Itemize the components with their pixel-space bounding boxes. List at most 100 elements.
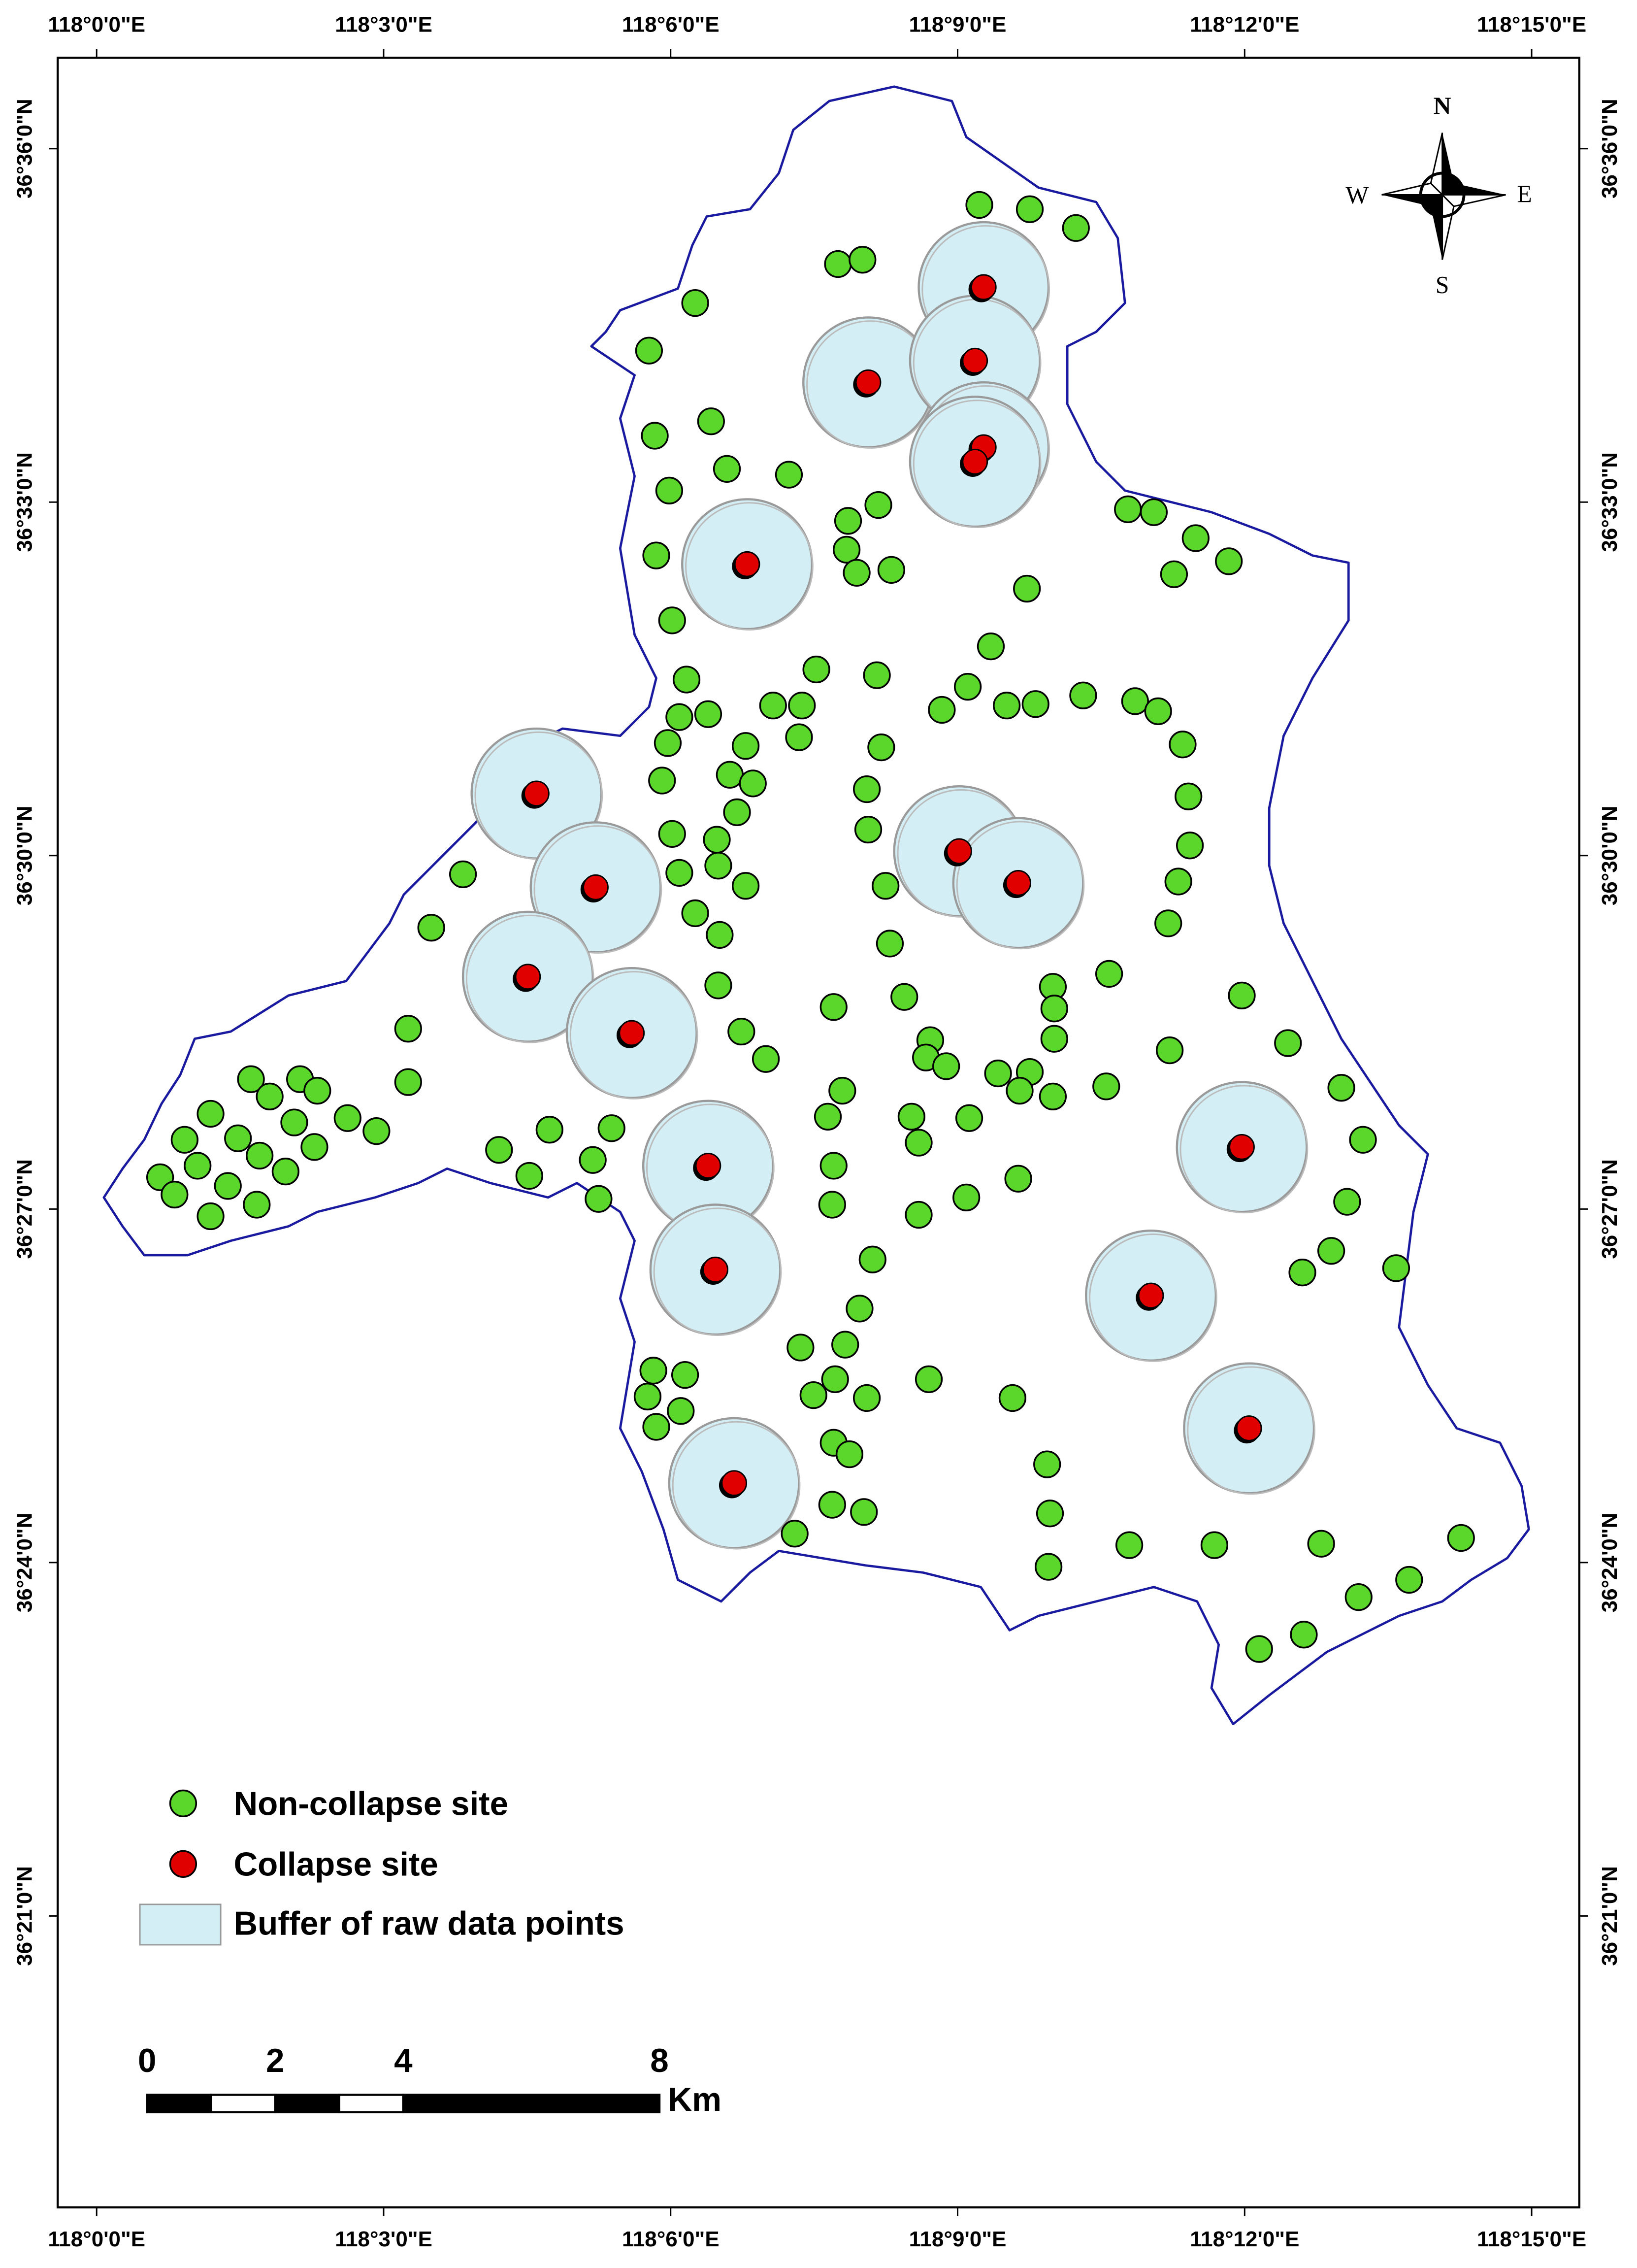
non-collapse-site: [723, 798, 751, 827]
lat-tick-label: 36°27'0"N: [1598, 1159, 1622, 1259]
non-collapse-site: [394, 1015, 422, 1043]
collapse-site: [583, 874, 609, 901]
non-collapse-site: [515, 1162, 543, 1190]
scale-segment: [146, 2094, 212, 2113]
non-collapse-site: [642, 1413, 670, 1441]
non-collapse-site: [1447, 1524, 1475, 1552]
non-collapse-site: [905, 1201, 933, 1229]
collapse-site: [524, 780, 550, 807]
non-collapse-site: [1040, 995, 1068, 1023]
collapse-site: [1236, 1415, 1262, 1441]
compass: N S W E: [1345, 92, 1532, 298]
collapse-site: [734, 551, 760, 577]
non-collapse-site: [890, 983, 918, 1011]
non-collapse-site: [362, 1117, 391, 1145]
scale-segment: [402, 2094, 661, 2113]
non-collapse-site: [1156, 1036, 1184, 1065]
non-collapse-site: [535, 1116, 563, 1144]
lon-tick-label: 118°0'0"E: [48, 2227, 145, 2251]
non-collapse-site: [1144, 697, 1172, 726]
legend: Non-collapse site Collapse site Buffer o…: [139, 1786, 624, 1946]
non-collapse-site: [1092, 1072, 1120, 1101]
non-collapse-site: [585, 1185, 613, 1213]
non-collapse-site: [485, 1136, 513, 1164]
non-collapse-site: [672, 666, 701, 694]
non-collapse-site: [781, 1520, 809, 1548]
non-collapse-site: [932, 1052, 960, 1080]
non-collapse-site: [1349, 1126, 1377, 1154]
lon-tick-label: 118°9'0"E: [909, 2227, 1007, 2251]
buffer-ring: [653, 1207, 782, 1336]
non-collapse-site: [952, 1183, 981, 1211]
non-collapse-site: [1245, 1635, 1273, 1663]
non-collapse-site: [819, 1152, 848, 1180]
non-collapse-site: [799, 1381, 827, 1409]
non-collapse-site: [1327, 1074, 1355, 1102]
non-collapse-site: [280, 1108, 308, 1136]
non-collapse-site: [775, 461, 803, 489]
non-collapse-site: [1015, 195, 1044, 223]
non-collapse-site: [818, 1191, 846, 1219]
non-collapse-site: [928, 696, 956, 724]
non-collapse-site: [1021, 690, 1049, 718]
non-collapse-site: [832, 535, 861, 564]
non-collapse-site: [1035, 1553, 1063, 1581]
non-collapse-site: [854, 815, 883, 844]
non-collapse-site: [1040, 1025, 1068, 1053]
collapse-site: [702, 1256, 728, 1283]
non-collapse-site: [897, 1102, 926, 1131]
lat-tick-label: 36°30'0"N: [12, 806, 36, 906]
non-collapse-site: [648, 767, 676, 795]
non-collapse-site: [1382, 1254, 1410, 1282]
non-collapse-site: [1069, 681, 1097, 709]
non-collapse-site: [394, 1068, 422, 1096]
scale-label: 0: [138, 2042, 156, 2079]
non-collapse-site: [876, 930, 904, 958]
non-collapse-site: [1164, 867, 1192, 896]
non-collapse-site: [303, 1077, 331, 1105]
non-collapse-site: [1006, 1077, 1034, 1105]
non-collapse-site: [786, 1334, 815, 1362]
non-collapse-site: [170, 1126, 198, 1154]
non-collapse-site: [161, 1180, 189, 1209]
non-collapse-site: [998, 1384, 1027, 1412]
buffer-ring: [1179, 1085, 1309, 1214]
non-collapse-site: [1176, 832, 1204, 860]
non-collapse-site: [681, 899, 709, 928]
compass-n: N: [1434, 92, 1451, 119]
non-collapse-site: [642, 541, 670, 569]
non-collapse-site: [1175, 782, 1203, 810]
compass-e: E: [1517, 180, 1532, 207]
buffer-ring: [672, 1421, 801, 1550]
non-collapse-site: [597, 1114, 625, 1142]
non-collapse-site: [694, 700, 722, 728]
non-collapse-site: [828, 1077, 856, 1105]
non-collapse-site: [697, 407, 725, 435]
non-collapse-site: [1013, 574, 1041, 603]
non-collapse-site: [759, 692, 787, 720]
non-collapse-site: [955, 1104, 983, 1132]
collapse-site: [1138, 1282, 1164, 1309]
non-collapse-site: [872, 872, 900, 900]
lat-tick-label: 36°33'0"N: [1598, 452, 1622, 552]
non-collapse-site: [665, 703, 693, 731]
non-collapse-site: [1004, 1165, 1032, 1193]
non-collapse-site: [993, 692, 1021, 720]
collapse-site: [970, 274, 997, 300]
non-collapse-site: [658, 606, 686, 634]
collapse-site: [721, 1470, 748, 1497]
lon-tick-label: 118°6'0"E: [622, 12, 720, 36]
non-collapse-site: [788, 692, 816, 720]
collapse-site: [1005, 870, 1031, 896]
non-collapse-site: [831, 1331, 859, 1359]
non-collapse-site: [785, 723, 813, 751]
graticule-ticks: 118°0'0"E 118°0'0"E 118°3'0"E 118°3'0"E 118°…: [12, 12, 1622, 2251]
non-collapse-site: [300, 1133, 328, 1161]
collapse-site: [695, 1153, 721, 1179]
lon-tick-label: 118°15'0"E: [1477, 2227, 1586, 2251]
non-collapse-site: [814, 1102, 842, 1131]
lon-tick-label: 118°12'0"E: [1190, 2227, 1299, 2251]
non-collapse-site: [333, 1104, 361, 1132]
non-collapse-site: [633, 1382, 662, 1411]
